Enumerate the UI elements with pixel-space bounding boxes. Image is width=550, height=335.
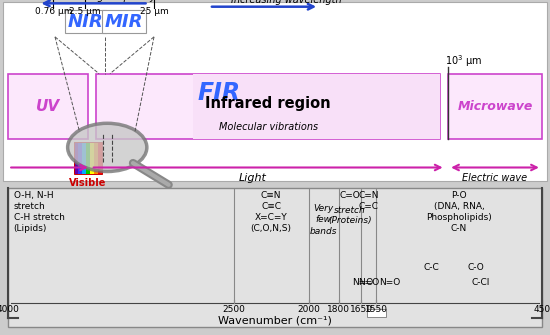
Text: stretch
(Proteins): stretch (Proteins) [328, 206, 372, 225]
Circle shape [68, 123, 147, 172]
Text: 1800: 1800 [327, 305, 350, 314]
Text: NIR: NIR [67, 13, 103, 31]
Text: C-O: C-O [467, 263, 484, 272]
Text: O-H, N-H
stretch
C-H stretch
(Lipids): O-H, N-H stretch C-H stretch (Lipids) [14, 191, 65, 233]
Bar [98, 142, 102, 174]
Bar [94, 142, 98, 174]
Text: Light: Light [239, 173, 267, 183]
Text: Infrared region: Infrared region [205, 95, 331, 111]
Text: N=O: N=O [358, 278, 379, 287]
Bar [90, 142, 94, 174]
Bar [82, 142, 86, 174]
Bar [192, 74, 440, 139]
Text: 2500: 2500 [222, 305, 245, 314]
Text: N=O: N=O [352, 278, 373, 287]
Bar [78, 142, 82, 174]
Text: MIR: MIR [104, 13, 143, 31]
Bar [74, 142, 78, 174]
Text: Wavenumber (cm⁻¹): Wavenumber (cm⁻¹) [218, 315, 332, 325]
Bar [8, 74, 88, 139]
Text: Visible: Visible [69, 178, 107, 188]
Text: 450: 450 [533, 305, 550, 314]
Text: 2000: 2000 [298, 305, 320, 314]
Text: $10^3$ µm: $10^3$ µm [446, 53, 483, 69]
Text: C≡N
C≡C
X=C=Y
(C,O,N,S): C≡N C≡C X=C=Y (C,O,N,S) [251, 191, 292, 233]
Bar [74, 142, 102, 174]
Bar [366, 309, 386, 317]
Text: Very
few
bands: Very few bands [310, 204, 338, 236]
Bar [86, 142, 90, 174]
Text: 4000: 4000 [0, 305, 20, 314]
Text: C=O: C=O [340, 191, 360, 210]
Text: FIR: FIR [198, 81, 241, 105]
Text: 0.76 μm: 0.76 μm [35, 7, 72, 16]
Text: C-Cl: C-Cl [472, 278, 490, 287]
Bar [3, 2, 547, 181]
Text: C=N
C=C: C=N C=C [359, 191, 379, 211]
Text: Microwave: Microwave [457, 100, 533, 113]
Bar [448, 74, 542, 139]
Text: 1550: 1550 [365, 305, 388, 314]
Text: Increasing frequency: Increasing frequency [53, 0, 156, 2]
Text: N=O: N=O [379, 278, 401, 287]
Text: Molecular vibrations: Molecular vibrations [218, 122, 318, 132]
Text: 1650: 1650 [350, 305, 373, 314]
Text: C-C: C-C [424, 263, 439, 272]
Text: 2.5 μm: 2.5 μm [69, 7, 101, 16]
Bar [96, 74, 440, 139]
Text: Electric wave: Electric wave [463, 173, 527, 183]
Text: P-O
(DNA, RNA,
Phospholipids)
C-N: P-O (DNA, RNA, Phospholipids) C-N [426, 191, 492, 233]
Text: 25 μm: 25 μm [140, 7, 168, 16]
Bar [8, 188, 542, 327]
Text: UV: UV [36, 99, 60, 114]
Text: Increasing wavelength: Increasing wavelength [230, 0, 342, 5]
